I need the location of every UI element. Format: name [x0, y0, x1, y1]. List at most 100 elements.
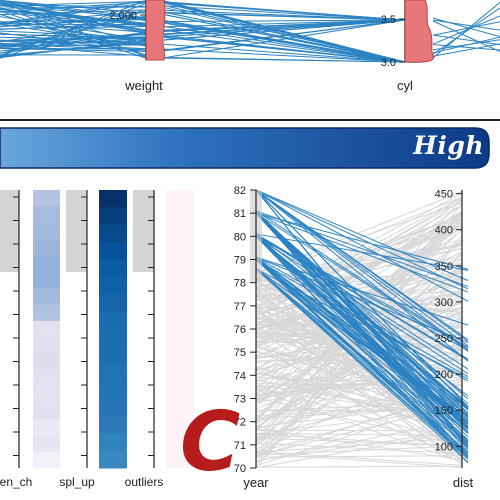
gray-brush-columns	[0, 190, 154, 272]
spl-up-swatch	[33, 271, 60, 289]
spl-up-swatch	[33, 402, 60, 420]
top-parallel-panel: 2,000 weight 3.5 3.0 cyl	[0, 0, 500, 93]
dist-tick-label: 300	[435, 297, 453, 309]
top-highlight-lines	[0, 0, 500, 63]
weight-density-violin	[145, 0, 166, 61]
dist-tick-label: 250	[435, 333, 453, 345]
outliers-swatch	[99, 329, 127, 347]
outliers-swatch	[99, 276, 127, 295]
spl-up-color-column	[33, 190, 60, 469]
empty-pink-column	[166, 190, 194, 468]
spl-up-swatch	[33, 435, 60, 453]
context-line	[255, 442, 463, 454]
context-line	[255, 248, 463, 281]
weight-axis: 2,000 weight	[109, 0, 166, 93]
outliers-swatch	[99, 311, 127, 330]
context-line	[255, 371, 463, 399]
banner-title: High	[413, 131, 484, 160]
outliers-swatch	[99, 398, 127, 417]
top-line-left	[0, 0, 147, 22]
context-line	[255, 330, 463, 454]
top-line-left	[0, 43, 147, 51]
top-line-right	[163, 19, 406, 59]
highlight-line	[255, 233, 469, 360]
column-label-outliers: outliers	[125, 475, 164, 489]
top-line-right	[163, 43, 406, 63]
top-panel-frame	[0, 119, 500, 121]
weight-axis-label: weight	[124, 78, 163, 93]
context-line	[255, 297, 463, 460]
highlight-line	[255, 212, 469, 270]
outliers-swatch	[99, 450, 127, 469]
column-label-spl-up: spl_up	[59, 475, 95, 489]
weight-tick-label: 2,000	[109, 10, 137, 22]
top-line-right	[163, 2, 406, 21]
top-line-left	[0, 36, 147, 40]
dist-tick-label: 450	[435, 189, 453, 201]
context-line	[255, 235, 463, 469]
context-line	[255, 437, 463, 453]
highlight-line	[255, 259, 469, 455]
top-line-right	[163, 36, 406, 63]
context-line	[255, 229, 463, 420]
highlight-line	[255, 233, 469, 464]
panel-letter-c: C	[180, 395, 241, 490]
outliers-swatch	[99, 415, 127, 434]
highlight-line	[255, 235, 469, 409]
spl-up-swatch	[33, 320, 60, 338]
spl-up-swatch	[33, 190, 60, 207]
top-line-right	[163, 7, 406, 63]
top-line-right	[163, 26, 406, 63]
top-line-right	[163, 2, 406, 63]
outliers-swatch	[99, 433, 127, 452]
top-line-left	[0, 38, 147, 48]
dist-tick-label: 200	[435, 369, 453, 381]
top-line-far	[432, 44, 500, 51]
spl-up-swatch	[33, 206, 60, 224]
cyl-tick-label-low: 3.0	[381, 57, 396, 69]
dist-axis-label: dist	[453, 475, 474, 490]
top-line-left	[0, 33, 147, 39]
outliers-swatch	[99, 259, 127, 278]
spl-up-swatch	[33, 451, 60, 469]
context-line	[255, 219, 463, 295]
year-tick-label: 71	[234, 440, 246, 452]
year-tick-label: 82	[234, 185, 246, 197]
highlight-line	[255, 189, 469, 362]
context-line	[255, 215, 463, 390]
highlight-lines	[255, 189, 469, 464]
context-line	[255, 437, 463, 447]
top-line-far	[432, 34, 500, 46]
spl-up-swatch	[33, 369, 60, 387]
outliers-color-column	[99, 190, 127, 469]
top-line-far	[432, 20, 500, 53]
top-line-right	[163, 9, 406, 21]
highlight-line	[255, 233, 469, 397]
year-tick-label: 73	[234, 394, 246, 406]
top-line-far	[432, 19, 500, 31]
top-line-left	[0, 1, 147, 13]
year-tick-label: 76	[234, 324, 246, 336]
year-tick-label: 74	[234, 370, 246, 382]
context-line	[255, 225, 463, 284]
context-line	[255, 344, 463, 465]
highlight-line	[255, 189, 469, 302]
cyl-tick-label-high: 3.5	[381, 14, 396, 26]
top-line-left	[0, 19, 147, 23]
year-axis-label: year	[243, 475, 269, 490]
cyl-density-violin	[404, 0, 435, 63]
context-line	[255, 252, 463, 336]
highlight-line	[255, 235, 469, 442]
context-line	[255, 241, 463, 308]
highlight-line	[255, 189, 469, 282]
top-line-right	[163, 56, 406, 63]
top-line-left	[0, 30, 147, 39]
spl-up-swatch	[33, 239, 60, 256]
highlight-line	[255, 233, 469, 370]
year-tick-label: 80	[234, 231, 246, 243]
dist-axis: 100 150 200 250 300 350 400 450	[435, 189, 463, 468]
spl-up-swatch	[33, 337, 60, 355]
highlight-line	[255, 210, 469, 288]
outliers-swatch	[99, 346, 127, 365]
dist-tick-label: 100	[435, 441, 453, 453]
